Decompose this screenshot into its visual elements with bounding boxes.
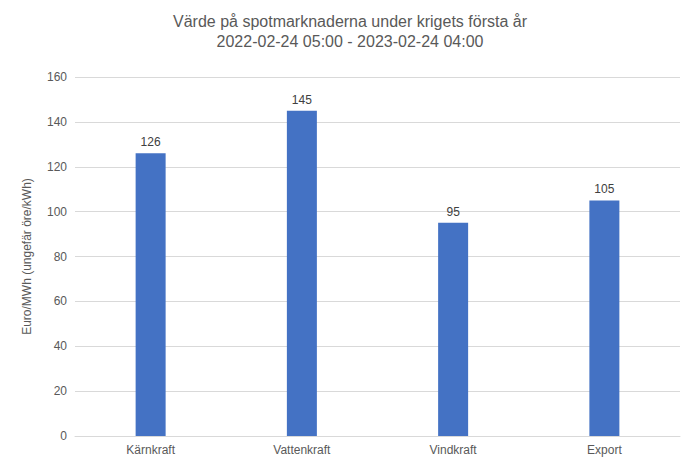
svg-text:Export: Export	[587, 443, 622, 457]
svg-text:140: 140	[47, 115, 67, 129]
svg-text:120: 120	[47, 160, 67, 174]
svg-text:Vattenkraft: Vattenkraft	[273, 443, 331, 457]
svg-text:80: 80	[54, 250, 68, 264]
svg-text:160: 160	[47, 70, 67, 84]
svg-text:Värde på spotmarknaderna under: Värde på spotmarknaderna under krigets f…	[173, 13, 528, 30]
svg-text:95: 95	[446, 205, 460, 219]
svg-text:0: 0	[60, 429, 67, 443]
svg-text:20: 20	[54, 384, 68, 398]
svg-text:2022-02-24 05:00 - 2023-02-24: 2022-02-24 05:00 - 2023-02-24 04:00	[217, 33, 484, 50]
svg-text:Euro/MWh (ungefär öre/kWh): Euro/MWh (ungefär öre/kWh)	[20, 178, 34, 335]
svg-text:60: 60	[54, 294, 68, 308]
svg-text:105: 105	[594, 182, 614, 196]
svg-text:Kärnkraft: Kärnkraft	[126, 443, 175, 457]
svg-text:Vindkraft: Vindkraft	[430, 443, 478, 457]
svg-text:40: 40	[54, 339, 68, 353]
svg-text:145: 145	[292, 93, 312, 107]
svg-text:100: 100	[47, 205, 67, 219]
svg-text:126: 126	[141, 135, 161, 149]
